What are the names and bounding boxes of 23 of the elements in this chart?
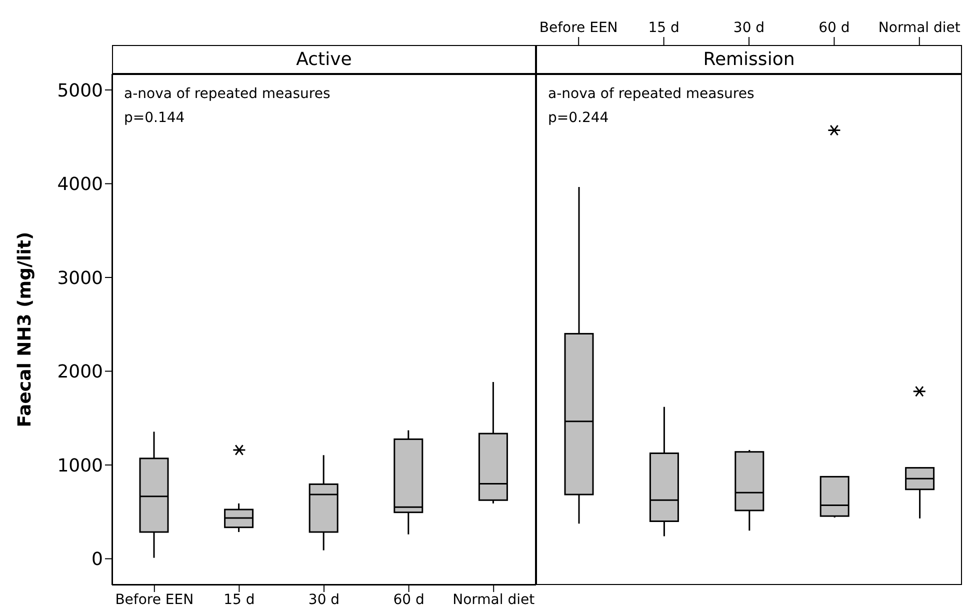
x-tick-label: 15 d [224,592,255,608]
annotation: a-nova of repeated measures [124,85,330,104]
x-tick-label: 60 d [393,592,424,608]
y-tick-label: 4000 [57,174,103,196]
x-tick-label: 30 d [308,592,340,608]
annotation: a-nova of repeated measures [548,85,754,104]
chart-title: Remission [536,45,962,74]
x-tick-label: 60 d [818,20,850,36]
x-tick-label: Before EEN [115,592,194,608]
x-tick-label: Before EEN [539,20,618,36]
x-tick-label: Normal diet [452,592,536,608]
y-tick-label: 0 [92,549,103,570]
chart-title: Active [112,45,536,74]
annotation: p=0.244 [548,109,610,128]
x-tick-label: Normal diet [878,20,961,36]
x-tick-label: 30 d [733,20,765,36]
annotation: p=0.144 [124,109,186,128]
y-tick-label: 1000 [57,455,103,476]
y-tick-label: 2000 [57,362,103,383]
y-tick-label: 3000 [57,268,103,289]
y-tick-label: 5000 [57,80,103,102]
y-axis-title: Faecal NH3 (mg/lit) [14,232,36,428]
x-tick-label: 15 d [648,20,680,36]
